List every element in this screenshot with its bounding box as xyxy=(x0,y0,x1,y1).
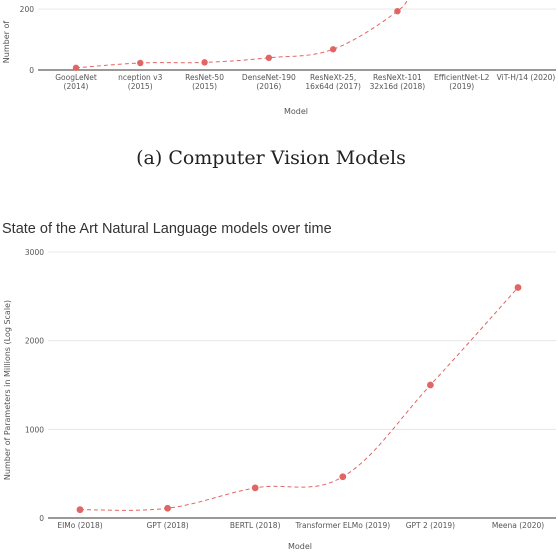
cv-x-tick-label: nception v3 xyxy=(118,73,162,82)
nl-data-point xyxy=(514,284,522,291)
nl-x-tick-label: BERTL (2018) xyxy=(230,521,281,530)
nl-y-axis-title: Number of Parameters in Millions (Log Sc… xyxy=(3,300,12,480)
nl-y-tick-labels: 0 1000 2000 3000 xyxy=(25,248,44,523)
cv-x-tick-label: (2014) xyxy=(64,82,89,91)
cv-data-point xyxy=(265,54,273,62)
cv-chart: 0 200 Number of GoogLeNet(2014) nception v… xyxy=(2,0,556,116)
cv-x-axis-title: Model xyxy=(284,107,308,116)
nl-chart-title: State of the Art Natural Language models… xyxy=(2,221,332,237)
nl-data-point xyxy=(427,381,434,389)
nl-y-tick-label: 2000 xyxy=(25,337,44,346)
cv-y-tick-label: 200 xyxy=(20,5,35,14)
cv-data-point xyxy=(329,46,337,53)
nl-x-tick-label: EIMo (2018) xyxy=(57,521,102,530)
cv-x-tick-label: ResNeXt-25, xyxy=(310,73,356,82)
nl-x-axis-title: Model xyxy=(288,542,312,551)
cv-x-tick-label: (2015) xyxy=(128,82,153,91)
cv-x-tick-label: ViT-H/14 (2020) xyxy=(497,73,556,82)
cv-x-tick-label: EfficientNet-L2 xyxy=(434,73,490,82)
nl-x-tick-labels: EIMo (2018) GPT (2018) BERTL (2018) Transfo… xyxy=(57,521,544,530)
cv-gridlines xyxy=(38,8,556,71)
nl-data-point xyxy=(339,473,347,481)
nl-y-tick-label: 1000 xyxy=(25,425,44,434)
nl-y-tick-label: 3000 xyxy=(25,248,44,257)
cv-x-tick-label: (2015) xyxy=(192,82,217,91)
cv-y-tick-labels: 0 200 xyxy=(20,5,35,75)
nl-chart: State of the Art Natural Language models… xyxy=(2,221,556,551)
cv-y-tick-label: 0 xyxy=(29,66,34,75)
nl-gridlines xyxy=(48,251,556,519)
nl-x-tick-label: GPT 2 (2019) xyxy=(406,521,455,530)
cv-x-tick-label: ResNet-50 xyxy=(185,73,224,82)
nl-data-point xyxy=(76,506,84,514)
cv-x-tick-labels: GoogLeNet(2014)nception v3(2015)ResNet-5… xyxy=(55,73,555,91)
cv-x-tick-label: 32x16d (2018) xyxy=(370,82,426,91)
nl-data-point xyxy=(164,504,172,512)
cv-series-line xyxy=(75,0,408,69)
cv-x-tick-label: (2019) xyxy=(449,82,474,91)
cv-data-point xyxy=(137,59,144,67)
cv-x-tick-label: GoogLeNet xyxy=(55,73,97,82)
cv-x-tick-label: (2016) xyxy=(256,82,281,91)
cv-x-tick-label: DenseNet-190 xyxy=(242,73,296,82)
cv-caption: (a) Computer Vision Models xyxy=(136,147,406,169)
nl-y-tick-label: 0 xyxy=(39,514,44,523)
cv-data-point xyxy=(394,7,401,15)
nl-series-line xyxy=(79,287,519,511)
nl-x-tick-label: Transformer ELMo (2019) xyxy=(294,521,390,530)
nl-data-point xyxy=(251,484,259,492)
nl-x-tick-label: GPT (2018) xyxy=(146,521,188,530)
cv-series-points xyxy=(72,7,401,72)
cv-x-tick-label: ResNeXt-101 xyxy=(373,73,422,82)
cv-data-point xyxy=(201,59,208,66)
cv-data-point xyxy=(72,64,80,72)
cv-x-tick-label: 16x64d (2017) xyxy=(305,82,361,91)
nl-x-tick-label: Meena (2020) xyxy=(492,521,544,530)
nl-series-points xyxy=(76,284,522,514)
cv-y-axis-title: Number of xyxy=(2,21,11,64)
